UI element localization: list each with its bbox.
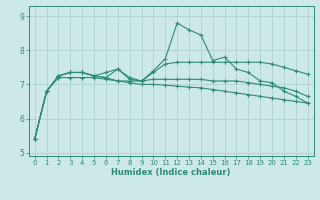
X-axis label: Humidex (Indice chaleur): Humidex (Indice chaleur) (111, 168, 231, 177)
